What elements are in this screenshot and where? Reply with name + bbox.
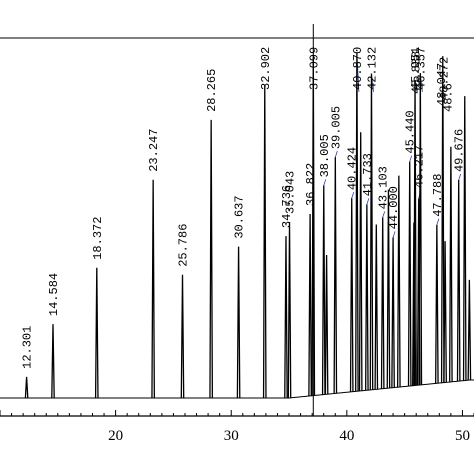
peak-8 [284, 236, 288, 399]
peak-label-3: 23.247 [147, 129, 161, 172]
leader-18 [366, 198, 370, 205]
peak-label-21: 43.103 [377, 166, 391, 209]
peak-label-9: 35.043 [284, 171, 298, 214]
peak-label-12: 38.005 [318, 134, 332, 177]
peak-32 [443, 241, 447, 383]
x-tick-label-0: 20 [108, 428, 123, 444]
peak-3 [151, 179, 155, 399]
x-tick-label-2: 40 [339, 428, 354, 444]
x-tick-label-3: 50 [455, 428, 470, 444]
leader-23 [392, 231, 396, 238]
peak-17 [358, 132, 363, 391]
peak-16 [355, 52, 359, 392]
peak-7 [262, 84, 267, 399]
peak-label-29: 46.357 [414, 47, 428, 90]
peak-label-5: 28.265 [205, 69, 219, 112]
cluster-label-1: 48.272 [437, 57, 451, 100]
x-axis-ticks: 20 30 40 50 [0, 410, 474, 444]
peak-31 [440, 56, 445, 383]
peak-18 [365, 204, 369, 391]
leader-34 [458, 173, 462, 181]
cluster-label-3: 48.6 [441, 83, 455, 112]
peak-22 [386, 189, 391, 389]
peak-label-14: 39.005 [329, 106, 343, 149]
peak-label-30: 47.788 [431, 174, 445, 217]
peak-21 [380, 217, 385, 389]
peak-5 [209, 119, 214, 399]
peak-30 [435, 224, 439, 384]
peak-29 [418, 73, 423, 385]
x-tick-label-1: 30 [224, 428, 239, 444]
peak-label-23: 44.000 [387, 186, 401, 229]
peak-label-15: 40.424 [346, 147, 360, 190]
baseline [0, 379, 474, 399]
peak-label-19: 42.132 [365, 47, 379, 90]
peak-23 [391, 237, 395, 388]
peak-label-7: 32.902 [259, 47, 273, 90]
peak-label-34: 49.676 [453, 129, 467, 172]
leader-12 [323, 179, 327, 186]
peak-15 [349, 198, 354, 392]
peak-35 [462, 96, 467, 381]
peak-9 [287, 221, 292, 398]
leader-30 [436, 218, 440, 225]
peak-label-2: 18.372 [91, 217, 105, 260]
leader-25 [409, 155, 413, 162]
leader-15 [351, 192, 355, 199]
peak-label-8: 34.736 [280, 185, 294, 228]
peak-36 [467, 279, 472, 381]
peak-label-18: 41.733 [361, 153, 375, 196]
peak-14 [333, 157, 338, 394]
leader-14 [334, 151, 338, 158]
peak-34 [456, 180, 461, 382]
peak-19 [369, 73, 374, 390]
peak-label-28: 46.217 [413, 145, 427, 188]
peak-label-4: 25.786 [177, 224, 191, 267]
peak-label-11: 37.099 [307, 47, 321, 90]
peak-labels: 12.301 14.584 18.372 23.247 25.786 28.265 30.6… [21, 47, 467, 369]
peak-label-25: 45.440 [404, 110, 418, 153]
peak-11 [311, 56, 316, 396]
peak-27 [413, 79, 417, 386]
peak-13 [324, 254, 329, 395]
leader-21 [382, 211, 386, 218]
peak-0 [24, 376, 29, 399]
cluster-label-0: 45.838 [409, 51, 423, 94]
peak-label-10: 36.822 [304, 163, 318, 206]
peak-24 [397, 175, 401, 388]
peak-25 [407, 161, 412, 386]
peak-10 [308, 213, 312, 396]
peak-12 [321, 185, 326, 395]
peak-label-0: 12.301 [21, 326, 35, 369]
peak-2 [94, 267, 99, 399]
peak-label-1: 14.584 [47, 273, 61, 316]
peak-label-27: 45.951 [409, 47, 423, 90]
cluster-label-2: 48.047 [435, 63, 449, 106]
peak-20 [374, 224, 379, 390]
peak-4 [180, 274, 185, 399]
peak-label-16: 40.870 [351, 47, 365, 90]
peak-6 [236, 246, 241, 399]
peak-33 [449, 146, 453, 382]
peak-label-6: 30.637 [233, 195, 247, 238]
peak-1 [51, 324, 55, 399]
chromatogram-trace [0, 52, 474, 399]
